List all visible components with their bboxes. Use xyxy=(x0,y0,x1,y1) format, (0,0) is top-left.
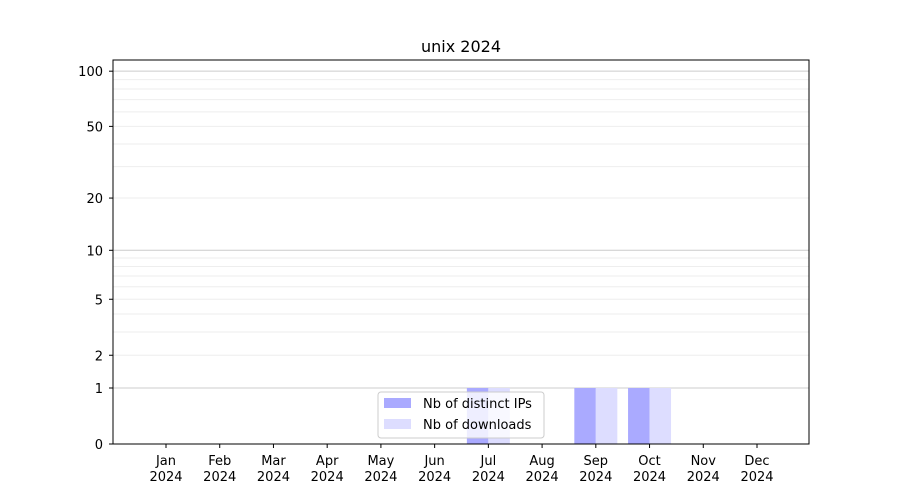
x-tick-label: Apr 2024 xyxy=(311,454,344,485)
bar-downloads xyxy=(595,388,618,444)
y-tick-label: 50 xyxy=(86,120,103,135)
x-tick-label: Aug 2024 xyxy=(526,454,559,485)
x-tick-label: Dec 2024 xyxy=(740,454,773,485)
bar-distinct-ips xyxy=(574,388,596,444)
x-tick-label: May 2024 xyxy=(364,454,397,485)
chart-title: unix 2024 xyxy=(421,37,501,56)
y-tick-label: 2 xyxy=(95,349,103,364)
x-tick-label: Jun 2024 xyxy=(418,454,451,485)
x-tick-label: Oct 2024 xyxy=(633,454,666,485)
legend-swatch xyxy=(384,398,411,408)
x-tick-label: Mar 2024 xyxy=(257,454,290,485)
x-tick-label: Nov 2024 xyxy=(687,454,720,485)
y-tick-label: 0 xyxy=(95,438,103,453)
legend-swatch xyxy=(384,419,411,429)
y-tick-label: 10 xyxy=(86,244,103,259)
legend-box xyxy=(377,391,545,439)
y-tick-label: 20 xyxy=(86,192,103,207)
x-tick-label: Jul 2024 xyxy=(472,454,505,485)
y-tick-label: 1 xyxy=(95,382,103,397)
plot-frame xyxy=(112,59,810,445)
y-tick-label: 100 xyxy=(78,65,103,80)
bar-distinct-ips xyxy=(628,388,650,444)
x-tick-label: Feb 2024 xyxy=(203,454,236,485)
legend-label: Nb of downloads xyxy=(423,418,532,433)
x-tick-label: Sep 2024 xyxy=(579,454,612,485)
legend-label: Nb of distinct IPs xyxy=(423,397,532,412)
x-tick-label: Jan 2024 xyxy=(149,454,182,485)
y-tick-label: 5 xyxy=(95,293,103,308)
bar-downloads xyxy=(649,388,672,444)
